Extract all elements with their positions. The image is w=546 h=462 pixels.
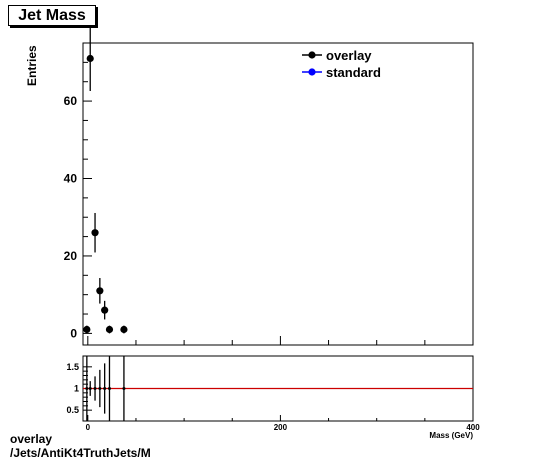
ratio-point — [98, 387, 102, 390]
ratio-y-tick-label: 1 — [74, 384, 79, 394]
ratio-y-tick-label: 1.5 — [66, 362, 79, 372]
legend-marker — [308, 68, 316, 76]
y-axis-label: Entries — [25, 45, 39, 86]
y-tick-label: 0 — [70, 326, 77, 340]
legend-marker — [308, 51, 316, 59]
legend-label: overlay — [326, 48, 372, 63]
ratio-point — [93, 387, 97, 390]
y-tick-label: 40 — [64, 172, 78, 186]
data-point — [96, 287, 104, 295]
ratio-point — [88, 387, 92, 390]
data-point — [86, 54, 94, 63]
chart-title: Jet Mass — [8, 5, 96, 26]
data-point — [91, 229, 99, 237]
x-tick-label: 200 — [274, 423, 288, 432]
x-tick-label: 0 — [86, 423, 91, 432]
footer-path-label: /Jets/AntiKt4TruthJets/M — [10, 446, 151, 460]
y-tick-label: 60 — [64, 94, 78, 108]
x-tick-label: 400 — [466, 423, 480, 432]
ratio-point — [103, 387, 107, 390]
data-point — [105, 325, 114, 334]
data-point — [120, 325, 128, 334]
data-point — [83, 325, 91, 334]
main-plot: 0 20 40 60 Entries overlay standard — [25, 25, 474, 346]
y-tick-label: 20 — [64, 249, 78, 263]
main-plot-frame — [82, 42, 474, 346]
ratio-point — [85, 387, 89, 390]
footer-overlay-label: overlay — [10, 432, 53, 446]
ratio-y-tick-label: 0.5 — [66, 405, 79, 415]
x-axis-label: Mass (GeV) — [429, 431, 473, 440]
ratio-point — [107, 387, 111, 390]
legend-label: standard — [326, 65, 381, 80]
ratio-point — [122, 387, 126, 390]
data-point — [101, 306, 109, 314]
